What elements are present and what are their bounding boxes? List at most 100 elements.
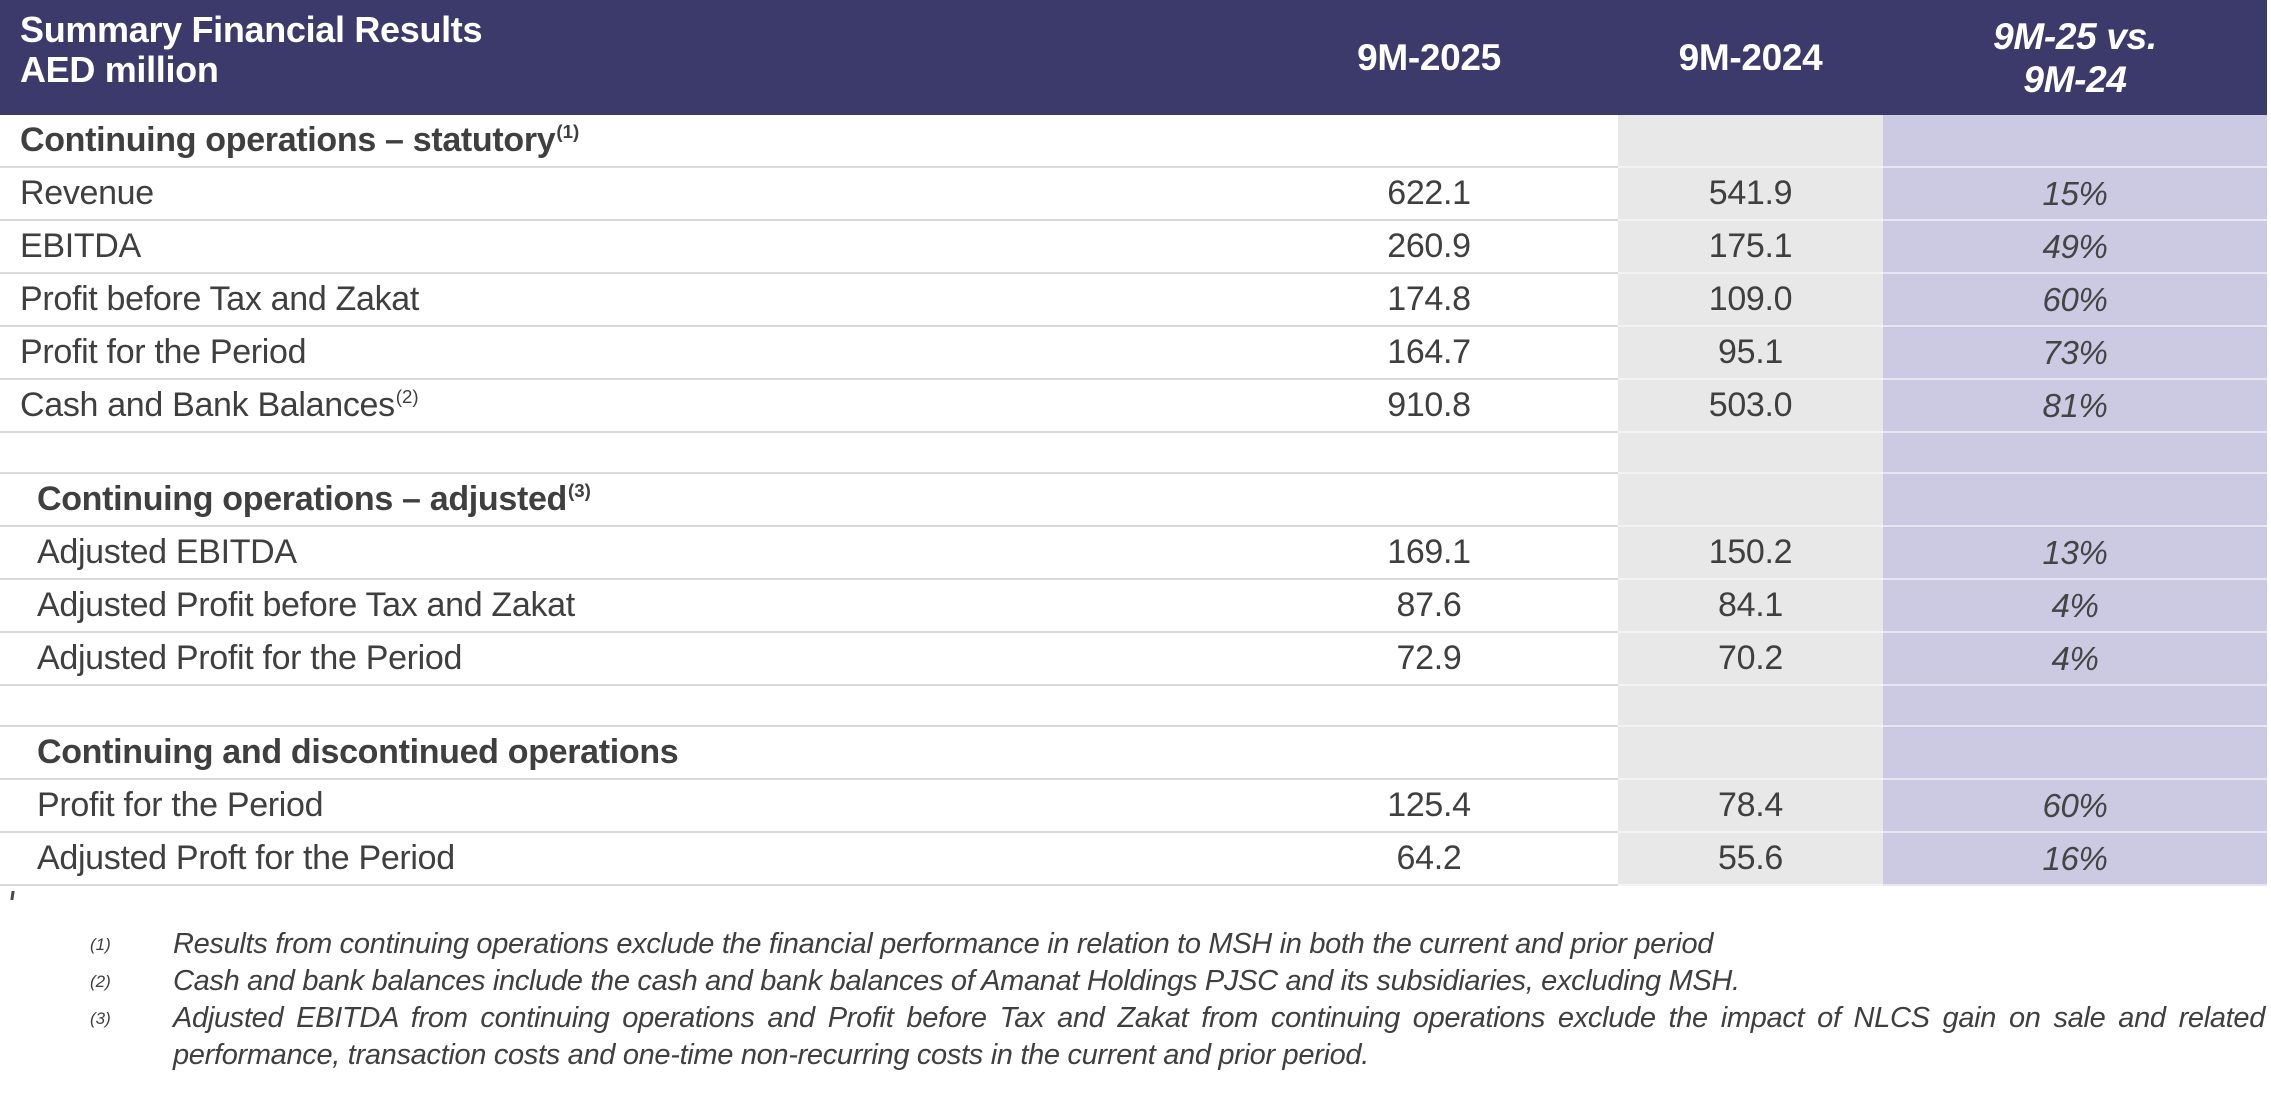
value-9m2025: 64.2 [1240, 833, 1618, 886]
value-9m2025: 87.6 [1240, 580, 1618, 633]
value-9m2024: 109.0 [1618, 274, 1883, 327]
table-row: Cash and Bank Balances (2) 910.8 503.0 81… [0, 380, 2267, 433]
table-title: Summary Financial Results AED million [0, 0, 1240, 115]
value-change: 81% [1883, 380, 2267, 433]
footnote-marker: (2) [90, 972, 111, 991]
value-change: 4% [1883, 633, 2267, 686]
footnotes: (1) Results from continuing operations e… [0, 926, 2271, 1074]
table-row: Revenue 622.1 541.9 15% [0, 168, 2267, 221]
value-9m2025: 164.7 [1240, 327, 1618, 380]
section-title: Continuing operations – adjusted (3) [0, 474, 1240, 527]
section-title-text: Continuing operations – statutory [20, 121, 556, 159]
row-label: EBITDA [0, 221, 1240, 274]
footnote-ref: (2) [395, 386, 419, 408]
value-change [1883, 474, 2267, 527]
value-9m2025 [1240, 474, 1618, 527]
row-label-text: Profit before Tax and Zakat [20, 280, 419, 318]
footnote-marker: (3) [90, 1009, 111, 1028]
value-9m2024 [1618, 727, 1883, 780]
row-label-text: Adjusted Profit before Tax and Zakat [37, 586, 575, 624]
blank-cell [1240, 686, 1618, 727]
blank-cell [1883, 686, 2267, 727]
value-change: 60% [1883, 274, 2267, 327]
row-label-text: Profit for the Period [20, 333, 307, 371]
row-label: Cash and Bank Balances (2) [0, 380, 1240, 433]
blank-cell [1240, 433, 1618, 474]
value-9m2025: 169.1 [1240, 527, 1618, 580]
value-9m2024: 55.6 [1618, 833, 1883, 886]
table-row: Profit before Tax and Zakat 174.8 109.0 … [0, 274, 2267, 327]
value-change: 60% [1883, 780, 2267, 833]
value-9m2024: 70.2 [1618, 633, 1883, 686]
value-9m2024: 78.4 [1618, 780, 1883, 833]
section-title: Continuing and discontinued operations [0, 727, 1240, 780]
footnote-ref: (1) [556, 121, 580, 143]
value-9m2024: 84.1 [1618, 580, 1883, 633]
row-label-text: Cash and Bank Balances [20, 386, 395, 424]
footnote-text: Results from continuing operations exclu… [173, 928, 1714, 960]
value-9m2024: 175.1 [1618, 221, 1883, 274]
table-row: Adjusted Profit for the Period 72.9 70.2… [0, 633, 2267, 686]
value-change: 73% [1883, 327, 2267, 380]
table-row: EBITDA 260.9 175.1 49% [0, 221, 2267, 274]
footnote-ref: (3) [568, 480, 591, 502]
row-label-text: EBITDA [20, 227, 141, 265]
footnote: (2) Cash and bank balances include the c… [90, 963, 2271, 1000]
value-9m2025: 72.9 [1240, 633, 1618, 686]
table-header-row: Summary Financial Results AED million 9M… [0, 0, 2267, 115]
value-9m2025: 125.4 [1240, 780, 1618, 833]
value-9m2025: 910.8 [1240, 380, 1618, 433]
row-label-text: Revenue [20, 174, 154, 212]
value-9m2025: 174.8 [1240, 274, 1618, 327]
row-label: Adjusted Profit before Tax and Zakat [0, 580, 1240, 633]
summary-financial-table: Summary Financial Results AED million 9M… [0, 0, 2267, 886]
row-label: Adjusted EBITDA [0, 527, 1240, 580]
blank-cell [1883, 433, 2267, 474]
column-header-9m2025: 9M-2025 [1357, 36, 1501, 78]
row-label-text: Adjusted Proft for the Period [37, 839, 455, 877]
column-header-9m2024: 9M-2024 [1678, 36, 1823, 78]
section-title-text: Continuing and discontinued operations [37, 733, 679, 771]
table-row: Adjusted Proft for the Period 64.2 55.6 … [0, 833, 2267, 886]
value-9m2025: 622.1 [1240, 168, 1618, 221]
column-header-change: 9M-25 vs. 9M-24 [1883, 0, 2267, 115]
row-label: Profit for the Period [0, 780, 1240, 833]
blank-cell [0, 686, 1240, 727]
value-9m2024 [1618, 474, 1883, 527]
row-label: Revenue [0, 168, 1240, 221]
column-header-change-line1: 9M-25 vs. [1993, 15, 2157, 57]
spacer-row [0, 433, 2267, 474]
blank-cell [1618, 433, 1883, 474]
row-label: Adjusted Profit for the Period [0, 633, 1240, 686]
value-change: 49% [1883, 221, 2267, 274]
row-label: Profit for the Period [0, 327, 1240, 380]
footnote: (1) Results from continuing operations e… [90, 926, 2271, 963]
section-header-row: Continuing operations – adjusted (3) [0, 474, 2267, 527]
value-9m2024: 541.9 [1618, 168, 1883, 221]
value-9m2024: 95.1 [1618, 327, 1883, 380]
value-9m2024: 150.2 [1618, 527, 1883, 580]
table-row: Profit for the Period 164.7 95.1 73% [0, 327, 2267, 380]
row-label-text: Adjusted Profit for the Period [37, 639, 463, 677]
column-header-change-line2: 9M-24 [2023, 58, 2127, 100]
table-title-line1: Summary Financial Results [20, 9, 483, 50]
section-header-row: Continuing operations – statutory (1) [0, 115, 2267, 168]
row-label-text: Profit for the Period [37, 786, 324, 824]
value-9m2024 [1618, 115, 1883, 168]
blank-cell [1618, 686, 1883, 727]
table-row: Profit for the Period 125.4 78.4 60% [0, 780, 2267, 833]
table-row: Adjusted Profit before Tax and Zakat 87.… [0, 580, 2267, 633]
value-9m2025: 260.9 [1240, 221, 1618, 274]
value-change: 15% [1883, 168, 2267, 221]
row-label-text: Adjusted EBITDA [37, 533, 297, 571]
table-row: Adjusted EBITDA 169.1 150.2 13% [0, 527, 2267, 580]
blank-cell [0, 433, 1240, 474]
section-header-row: Continuing and discontinued operations [0, 727, 2267, 780]
spacer-row [0, 686, 2267, 727]
section-title: Continuing operations – statutory (1) [0, 115, 1240, 168]
value-9m2025 [1240, 115, 1618, 168]
footnote-marker: (1) [90, 935, 111, 954]
value-9m2024: 503.0 [1618, 380, 1883, 433]
value-change: 16% [1883, 833, 2267, 886]
